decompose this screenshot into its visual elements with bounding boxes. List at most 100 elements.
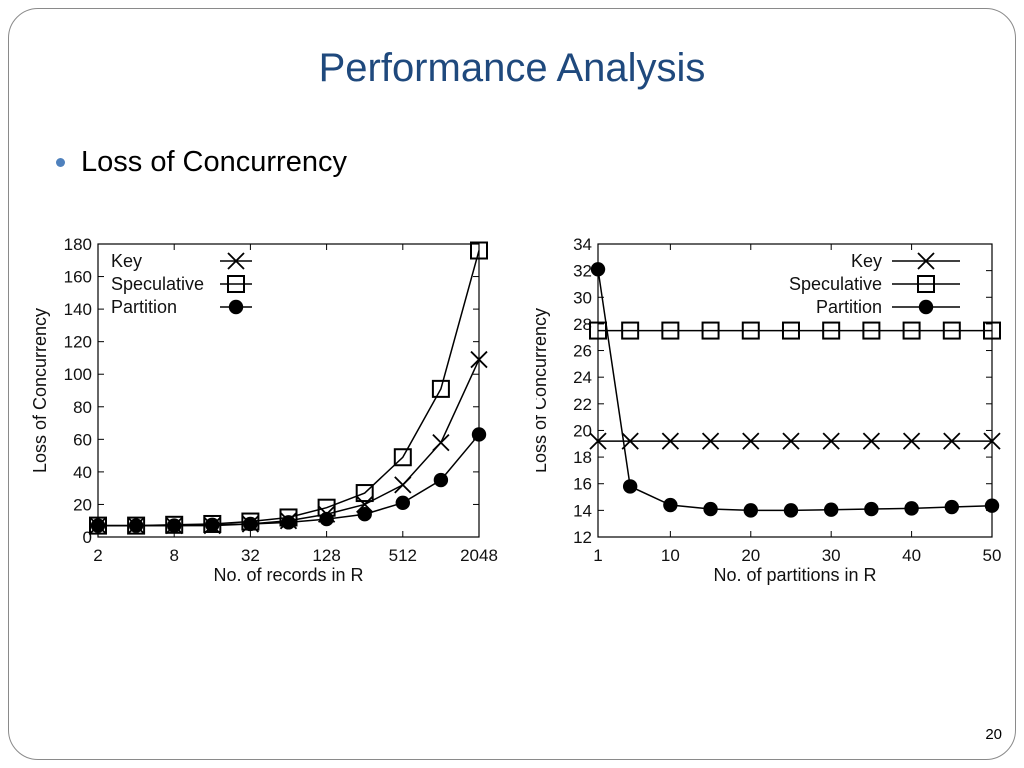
records-xtick-label: 128 <box>312 546 340 565</box>
records-ytick-label: 160 <box>64 268 92 287</box>
records-partition-point <box>433 472 449 488</box>
partitions-speculative-point <box>589 321 607 340</box>
records-partition-point <box>281 515 296 530</box>
partitions-ytick-label: 32 <box>573 262 592 281</box>
partitions-speculative-point <box>983 321 1001 340</box>
partitions-chart: 12 14 16 18 20 22 24 26 28 30 32 34 1 10 20 30 40 50 No. o… <box>536 235 1002 585</box>
records-key-series <box>89 350 488 535</box>
records-speculative-point <box>355 484 374 503</box>
records-partition-point <box>243 516 258 532</box>
partitions-legend-key-label: Key <box>851 251 882 271</box>
partitions-key-point <box>661 432 680 450</box>
records-partition-point <box>395 495 410 511</box>
partitions-partition-point <box>904 501 919 516</box>
records-y-axis-label: Loss of Concurrency <box>30 308 50 473</box>
partitions-key-point <box>902 432 921 450</box>
partitions-speculative-point <box>862 321 881 340</box>
records-xtick-label: 8 <box>169 546 178 565</box>
records-x-axis-label: No. of records in R <box>213 565 363 585</box>
records-legend-key-label: Key <box>111 251 142 271</box>
records-xtick-label: 2048 <box>460 546 498 565</box>
bullet-item: Loss of Concurrency <box>56 146 347 179</box>
records-partition-series <box>90 427 487 533</box>
partitions-ytick-label: 12 <box>573 528 592 547</box>
partitions-y-axis-label: Loss of Concurrency <box>536 308 550 473</box>
records-xtick-label: 32 <box>241 546 260 565</box>
partitions-speculative-point <box>902 321 921 340</box>
partitions-ytick-label: 34 <box>573 235 592 254</box>
records-ytick-label: 20 <box>73 495 92 514</box>
partitions-speculative-point <box>621 321 640 340</box>
partitions-legend-speculative-label: Speculative <box>789 274 882 294</box>
partitions-legend-speculative-marker <box>917 275 935 293</box>
partitions-ytick-label: 16 <box>573 475 592 494</box>
partitions-key-point <box>701 432 720 450</box>
records-key-line <box>98 359 480 527</box>
records-ytick-label: 40 <box>73 463 92 482</box>
partitions-x-axis-label: No. of partitions in R <box>713 565 876 585</box>
partitions-partition-point <box>622 479 638 494</box>
partitions-partition-point <box>944 499 959 515</box>
partitions-partition-point <box>743 503 758 518</box>
records-partition-point <box>167 518 182 533</box>
records-partition-point <box>128 518 144 533</box>
partitions-legend-partition-label: Partition <box>816 297 882 317</box>
records-ytick-label: 0 <box>83 528 92 547</box>
records-partition-point <box>319 511 334 527</box>
partitions-speculative-point <box>781 321 800 340</box>
partitions-xtick-label: 30 <box>822 546 841 565</box>
partitions-partition-point <box>823 502 839 517</box>
records-key-point <box>394 476 412 494</box>
partitions-ytick-label: 14 <box>573 501 592 520</box>
partitions-xtick-label: 50 <box>983 546 1002 565</box>
partitions-ytick-label: 22 <box>573 395 592 414</box>
bullet-dot-icon <box>56 158 65 167</box>
partitions-xtick-label: 1 <box>593 546 602 565</box>
partitions-key-point <box>943 432 961 450</box>
partitions-xtick-label: 10 <box>661 546 680 565</box>
partitions-partition-point <box>783 503 799 518</box>
records-partition-point <box>357 507 372 522</box>
records-legend-speculative-label: Speculative <box>111 274 204 294</box>
partitions-speculative-series <box>589 321 1001 340</box>
records-legend-partition-label: Partition <box>111 297 177 317</box>
partitions-partition-point <box>984 498 1000 513</box>
partitions-xtick-label: 40 <box>902 546 921 565</box>
partitions-speculative-point <box>822 321 841 340</box>
records-ytick-label: 180 <box>64 235 92 254</box>
partitions-key-series <box>589 432 1001 450</box>
records-partition-point <box>90 518 106 533</box>
partitions-partition-point <box>590 262 606 277</box>
partitions-key-point <box>782 432 800 450</box>
partitions-key-point <box>589 432 607 450</box>
partitions-key-point <box>742 432 760 450</box>
records-legend-key-marker <box>227 252 245 270</box>
records-legend-speculative-marker <box>227 275 245 293</box>
partitions-partition-point <box>864 501 879 517</box>
records-xtick-label: 2 <box>93 546 102 565</box>
records-legend-partition-marker <box>228 299 244 315</box>
partitions-ytick-label: 26 <box>573 342 592 361</box>
bullet-text: Loss of Concurrency <box>81 146 347 178</box>
partitions-key-point <box>983 432 1001 450</box>
partitions-ytick-label: 24 <box>573 368 592 387</box>
partitions-plot-frame <box>597 243 993 538</box>
partitions-key-point <box>862 432 881 450</box>
records-ytick-label: 100 <box>64 365 92 384</box>
partitions-ytick-label: 30 <box>573 288 592 307</box>
partitions-speculative-point <box>741 321 760 340</box>
partitions-ytick-label: 28 <box>573 315 592 334</box>
partitions-partition-point <box>663 497 678 513</box>
partitions-legend-partition-marker <box>918 299 934 315</box>
partitions-legend-key-marker <box>917 252 935 270</box>
partitions-xtick-label: 20 <box>741 546 760 565</box>
records-speculative-point <box>393 448 412 467</box>
partitions-key-point <box>822 432 840 450</box>
records-plot-frame <box>97 243 480 538</box>
partitions-partition-point <box>703 501 718 517</box>
partitions-speculative-point <box>942 321 961 340</box>
records-chart: 0 20 40 60 80 100 120 140 160 180 2 8 32 128 512 2048 No… <box>30 235 498 585</box>
partitions-speculative-point <box>661 321 680 340</box>
records-ytick-label: 120 <box>64 333 92 352</box>
records-key-point <box>432 433 450 452</box>
